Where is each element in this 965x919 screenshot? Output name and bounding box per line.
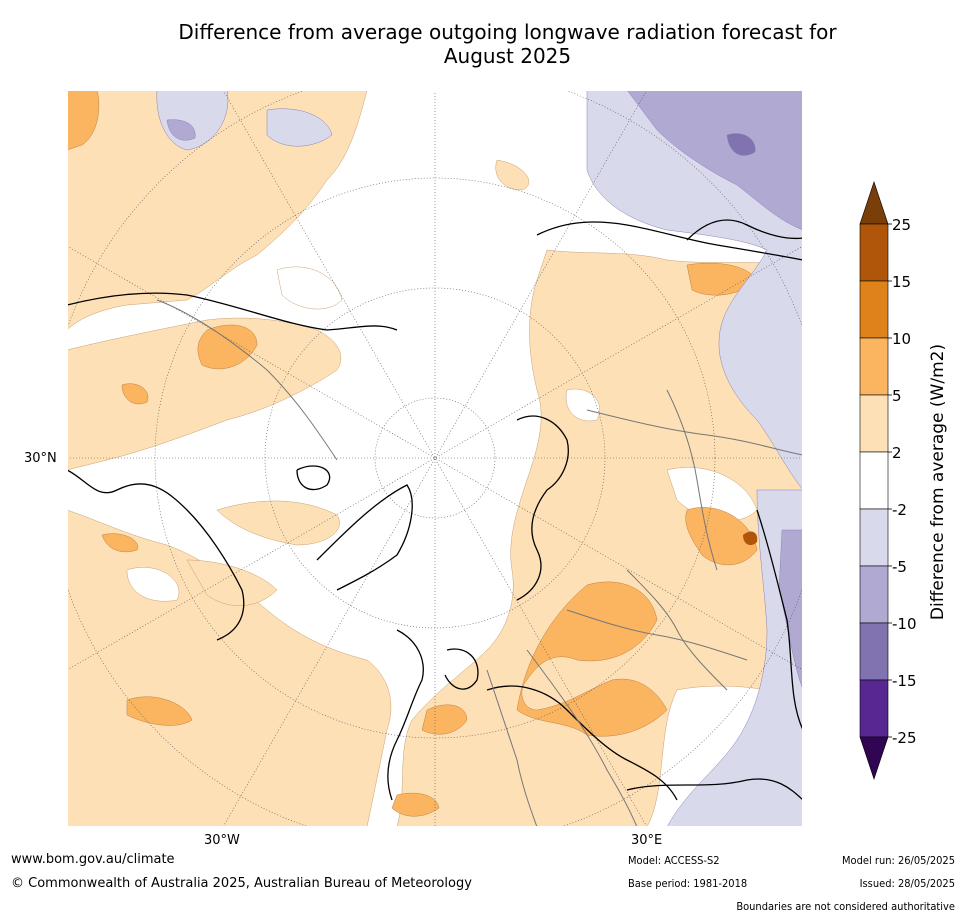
colorbar-bin [859,280,889,339]
issued-text: Issued: 28/05/2025 [859,877,955,890]
colorbar-extend-high [859,181,889,225]
colorbar-extend-low [859,736,889,780]
colorbar-bin [859,337,889,396]
colorbar-bin [859,394,889,453]
colorbar-bin [859,622,889,681]
anomaly-10-plus-regions [743,531,758,546]
graticule [67,90,803,827]
map-title: Difference from average outgoing longwav… [150,20,865,68]
anomaly-negative-regions [156,90,803,827]
colorbar-tick-label: -15 [892,672,917,690]
colorbar-tick-label: 10 [892,330,911,348]
country-boundaries [156,299,803,827]
title-line-2: August 2025 [443,44,572,68]
copyright-text: © Commonwealth of Australia 2025, Austra… [11,876,472,891]
anomaly-2-5-regions [67,90,803,827]
model-run-text: Model run: 26/05/2025 [842,854,955,867]
colorbar-bin [859,451,889,510]
coastlines [67,219,803,801]
colorbar-tick-label: 25 [892,216,911,234]
colorbar-tick-label: -5 [892,558,907,576]
website-link[interactable]: www.bom.gov.au/climate [11,852,175,867]
longitude-label-30w: 30°W [204,833,240,848]
colorbar: 25 15 10 5 2 -2 -5 -10 -15 -25 Difference from av… [859,181,948,780]
colorbar-bin [859,565,889,624]
model-text: Model: ACCESS-S2 [628,854,720,867]
colorbar-tick-label: 15 [892,273,911,291]
base-period-text: Base period: 1981-2018 [628,877,748,890]
colorbar-tick-label: 5 [892,387,902,405]
colorbar-ticks: 25 15 10 5 2 -2 -5 -10 -15 -25 [888,216,917,747]
colorbar-bin [859,508,889,567]
polar-map [67,90,803,827]
colorbar-tick-label: -10 [892,615,917,633]
colorbar-tick-label: -25 [892,729,917,747]
colorbar-bin [859,223,889,282]
colorbar-tick-label: -2 [892,501,907,519]
colorbar-swatches [859,181,889,780]
colorbar-label: Difference from average (W/m2) [928,344,948,620]
map-frame [67,90,803,827]
colorbar-tick-label: 2 [892,444,902,462]
latitude-label-30n: 30°N [24,451,57,466]
longitude-label-30e: 30°E [631,833,663,848]
anomaly-5-10-regions [67,90,758,817]
title-line-1: Difference from average outgoing longwav… [178,20,837,44]
disclaimer-text: Boundaries are not considered authoritat… [736,900,955,913]
colorbar-bin [859,679,889,738]
